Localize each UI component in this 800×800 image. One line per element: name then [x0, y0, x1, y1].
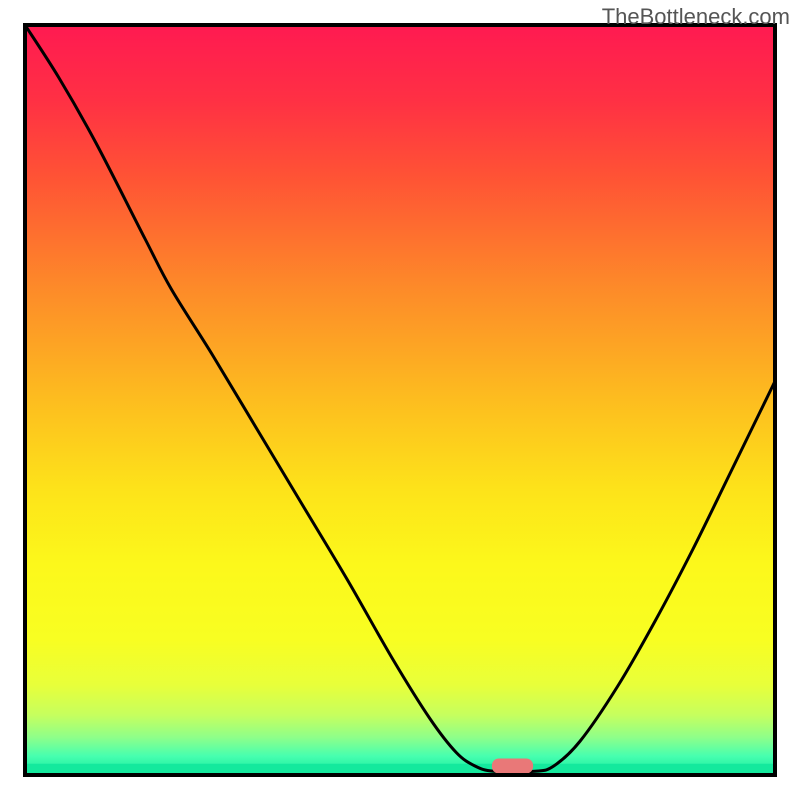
plot-background [25, 25, 775, 775]
chart-svg [0, 0, 800, 800]
watermark-text: TheBottleneck.com [602, 4, 790, 30]
bottleneck-chart: TheBottleneck.com [0, 0, 800, 800]
minimum-marker [492, 759, 533, 774]
